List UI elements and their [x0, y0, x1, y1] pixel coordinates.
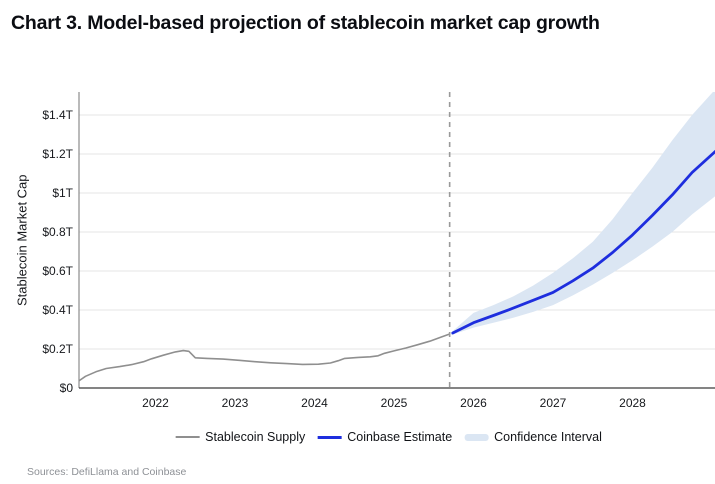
chart-legend: Stablecoin Supply Coinbase Estimate Conf… — [175, 430, 602, 444]
legend-label-coinbase-estimate: Coinbase Estimate — [347, 430, 453, 444]
x-tick-label: 2027 — [540, 396, 567, 410]
confidence-interval-band-swatch-icon — [464, 433, 489, 441]
confidence-band — [451, 92, 715, 335]
y-tick-label: $1.2T — [42, 147, 73, 161]
legend-item-confidence-interval: Confidence Interval — [464, 430, 602, 444]
y-tick-label: $0.8T — [42, 225, 73, 239]
x-tick-label: 2022 — [142, 396, 169, 410]
y-tick-label: $0 — [60, 381, 74, 395]
y-tick-label: $0.2T — [42, 342, 73, 356]
stablecoin-supply-line-swatch-icon — [175, 436, 200, 438]
y-tick-label: $1.4T — [42, 108, 73, 122]
legend-item-stablecoin-supply: Stablecoin Supply — [175, 430, 305, 444]
x-tick-label: 2023 — [222, 396, 249, 410]
legend-label-confidence-interval: Confidence Interval — [494, 430, 602, 444]
coinbase-estimate-line-swatch-icon — [317, 435, 342, 439]
x-tick-label: 2026 — [460, 396, 487, 410]
sources-note: Sources: DefiLlama and Coinbase — [27, 466, 187, 478]
x-tick-label: 2028 — [619, 396, 646, 410]
historical-supply-line — [79, 333, 450, 382]
x-tick-label: 2024 — [301, 396, 328, 410]
chart-title: Chart 3. Model-based projection of stabl… — [11, 12, 600, 34]
coinbase-estimate-line — [451, 149, 715, 335]
y-tick-label: $0.6T — [42, 264, 73, 278]
legend-label-stablecoin-supply: Stablecoin Supply — [205, 430, 306, 444]
x-tick-label: 2025 — [381, 396, 408, 410]
y-tick-label: $0.4T — [42, 303, 73, 317]
legend-item-coinbase-estimate: Coinbase Estimate — [317, 430, 452, 444]
y-tick-label: $1T — [52, 186, 73, 200]
